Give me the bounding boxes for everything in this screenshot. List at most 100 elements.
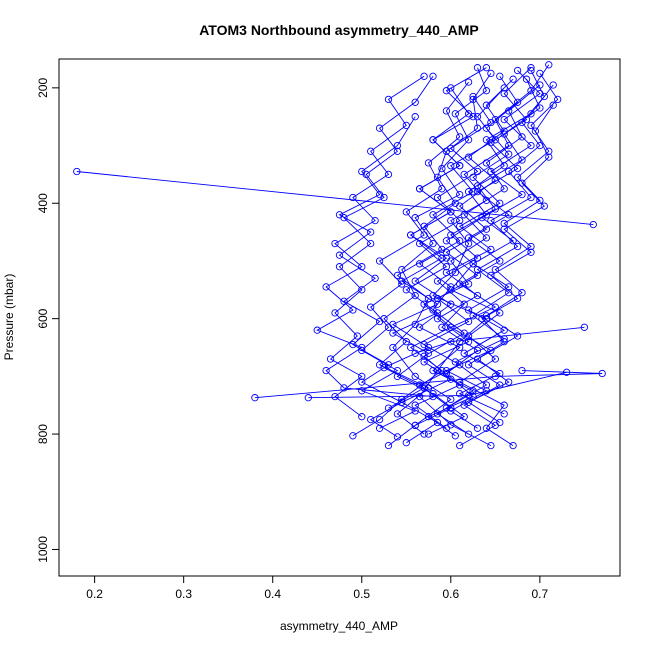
data-point [411, 401, 419, 409]
data-point [505, 283, 513, 291]
data-point [407, 343, 415, 352]
data-point [580, 323, 589, 331]
data-point [433, 193, 442, 202]
data-point [513, 66, 522, 75]
data-point [420, 300, 428, 308]
data-point [424, 159, 433, 167]
series-15 [326, 72, 437, 421]
series-3 [349, 81, 544, 440]
data-point [411, 349, 419, 357]
data-point [469, 95, 477, 104]
data-point [505, 378, 513, 386]
data-point [442, 107, 451, 115]
data-point [505, 150, 513, 158]
series-line [378, 67, 487, 435]
x-tick-label: 0.4 [264, 587, 281, 601]
data-point [326, 355, 335, 363]
data-point [322, 283, 330, 291]
data-point [518, 366, 526, 375]
data-point [389, 329, 397, 337]
data-point [554, 95, 562, 104]
data-point [518, 289, 526, 297]
data-point [433, 418, 442, 427]
data-point [456, 390, 464, 398]
data-point [460, 170, 468, 179]
series-24 [380, 64, 491, 412]
data-point [358, 343, 366, 352]
data-point [491, 355, 499, 363]
data-point [460, 349, 468, 357]
data-point [456, 441, 464, 450]
x-tick-label: 0.7 [532, 587, 549, 601]
data-point [420, 231, 428, 239]
data-point [464, 306, 473, 314]
data-point [438, 185, 446, 193]
data-point [513, 173, 522, 181]
data-point [469, 387, 477, 395]
data-point [456, 202, 464, 210]
data-point [442, 263, 451, 271]
series-line [415, 326, 585, 354]
series-line [254, 370, 603, 399]
data-point [424, 430, 433, 438]
data-point [384, 170, 393, 179]
data-point [447, 323, 455, 331]
data-point [456, 381, 464, 389]
x-tick-label: 0.5 [353, 587, 370, 601]
series-line [458, 70, 541, 415]
data-point [456, 190, 464, 199]
series-19 [411, 75, 517, 430]
data-point [545, 61, 553, 69]
y-tick-label: 200 [36, 78, 50, 98]
series-line [445, 67, 532, 412]
data-point [464, 361, 473, 369]
y-axis-label: Pressure (mbar) [2, 274, 16, 361]
series-6 [358, 78, 473, 432]
data-point [451, 110, 459, 118]
data-point [438, 323, 446, 331]
data-point [433, 315, 442, 323]
data-point [562, 368, 571, 376]
data-point [424, 294, 433, 303]
x-tick-label: 0.6 [442, 587, 459, 601]
data-point [482, 124, 491, 132]
series-line [391, 96, 492, 435]
data-point [482, 234, 491, 242]
data-point [402, 121, 410, 130]
data-point [513, 332, 522, 340]
data-point [487, 245, 495, 254]
data-point [411, 277, 419, 285]
data-point [340, 297, 348, 305]
data-point [456, 361, 464, 369]
data-point [549, 81, 557, 89]
data-point [429, 211, 437, 219]
data-point [469, 188, 477, 196]
data-point [438, 164, 446, 173]
data-point [451, 432, 459, 440]
data-point [447, 300, 455, 308]
data-point [375, 257, 384, 265]
data-point [598, 369, 606, 378]
data-point [491, 176, 499, 184]
data-point [545, 153, 553, 161]
data-point [393, 271, 402, 280]
data-point [384, 404, 393, 412]
data-point [518, 156, 526, 164]
data-point [500, 89, 508, 98]
data-point [375, 415, 384, 424]
data-point [367, 303, 375, 311]
data-point [464, 78, 473, 86]
data-point [384, 95, 393, 104]
series-line [467, 73, 559, 423]
chart-title: ATOM3 Northbound asymmetry_440_AMP [199, 22, 479, 38]
data-point [464, 430, 473, 438]
series-14 [389, 92, 495, 438]
data-point [433, 410, 442, 418]
data-point [456, 162, 464, 170]
data-point [487, 441, 495, 450]
series-17 [335, 113, 419, 441]
data-point [500, 115, 508, 124]
data-point [527, 121, 535, 130]
series-line [415, 78, 514, 426]
data-point [304, 394, 312, 402]
